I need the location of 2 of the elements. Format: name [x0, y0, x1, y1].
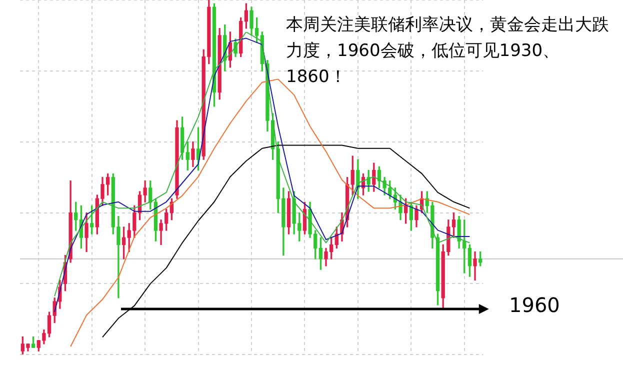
annotation: 本周关注美联储利率决议，黄金会走出大跌力度，1960会破，低位可见1930、1860！ — [286, 14, 610, 89]
text: 1960 — [509, 292, 560, 316]
